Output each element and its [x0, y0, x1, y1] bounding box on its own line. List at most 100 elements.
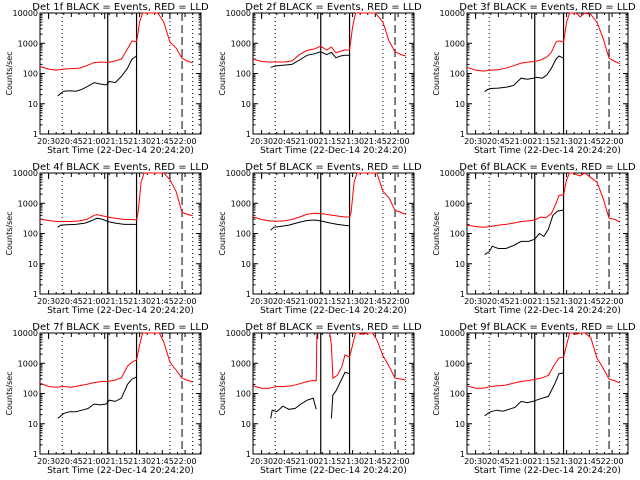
x-tick-label: 21:30 [128, 137, 151, 146]
y-tick-label: 100 [236, 230, 251, 239]
plot-frame [252, 172, 415, 295]
x-tick-label: 22:00 [387, 137, 410, 146]
y-tick-label: 1 [246, 290, 251, 299]
interval-bracket [349, 12, 354, 19]
plot-frame [466, 332, 629, 455]
interval-bracket [563, 172, 568, 179]
plot-title: Det 6f BLACK = Events, RED = LLD [459, 162, 636, 173]
y-tick-label: 1 [246, 450, 251, 459]
interval-bracket [261, 332, 264, 339]
x-tick-label: 20:45 [60, 137, 83, 146]
series-lld [40, 172, 193, 222]
y-tick-label: 10000 [440, 329, 465, 338]
x-axis-label: Start Time (22-Dec-14 20:24:20) [47, 466, 194, 476]
y-axis-label: Counts/sec [218, 371, 227, 415]
plot-title: Det 4f BLACK = Events, RED = LLD [32, 162, 209, 173]
x-tick-label: 21:15 [318, 297, 341, 306]
interval-bracket [563, 332, 568, 339]
y-tick-label: 1 [246, 130, 251, 139]
plot-panel-4: Det 4f BLACK = Events, RED = LLD 1 10 100 10… [5, 162, 209, 316]
interval-bracket [136, 12, 141, 19]
plot-frame [39, 332, 202, 455]
x-tick-label: 21:00 [510, 297, 533, 306]
y-tick-label: 1000 [231, 199, 251, 208]
interval-bracket [382, 172, 387, 179]
y-tick-label: 100 [450, 390, 465, 399]
x-tick-label: 20:30 [464, 297, 487, 306]
y-tick-label: 10 [28, 260, 38, 269]
plot-frame [252, 12, 415, 135]
plot-frame [39, 172, 202, 295]
x-tick-label: 20:30 [250, 297, 273, 306]
x-tick-label: 20:45 [60, 297, 83, 306]
x-tick-label: 21:30 [128, 297, 151, 306]
y-tick-label: 10000 [226, 169, 251, 178]
x-tick-label: 21:00 [83, 457, 106, 466]
x-tick-label: 21:45 [364, 137, 387, 146]
x-tick-label: 22:00 [601, 457, 624, 466]
x-axis-label: Start Time (22-Dec-14 20:24:20) [474, 306, 621, 316]
x-tick-label: 20:45 [273, 297, 296, 306]
interval-bracket [475, 332, 478, 339]
series-lld [466, 332, 620, 389]
y-tick-label: 1000 [445, 359, 465, 368]
y-tick-label: 1 [460, 290, 465, 299]
y-tick-label: 10 [241, 100, 251, 109]
x-axis-label: Start Time (22-Dec-14 20:24:20) [260, 306, 407, 316]
y-tick-label: 100 [23, 390, 38, 399]
y-tick-label: 100 [236, 390, 251, 399]
x-tick-label: 20:45 [487, 457, 510, 466]
plot-panel-5: Det 5f BLACK = Events, RED = LLD 1 10 100 10… [218, 162, 422, 316]
plot-title: Det 8f BLACK = Events, RED = LLD [245, 322, 422, 333]
interval-bracket [48, 172, 51, 179]
y-tick-label: 1000 [231, 39, 251, 48]
x-tick-label: 21:00 [296, 457, 319, 466]
series-events-after-gap [330, 371, 350, 419]
x-tick-label: 21:30 [341, 457, 364, 466]
plot-frame [466, 172, 629, 295]
plot-panel-7: Det 7f BLACK = Events, RED = LLD 1 10 100 10… [5, 322, 209, 476]
x-axis-label: Start Time (22-Dec-14 20:24:20) [260, 146, 407, 156]
plot-title: Det 5f BLACK = Events, RED = LLD [245, 162, 422, 173]
x-tick-label: 21:45 [578, 297, 601, 306]
x-tick-label: 21:00 [296, 137, 319, 146]
x-tick-label: 20:45 [273, 137, 296, 146]
x-tick-label: 21:15 [318, 137, 341, 146]
plot-title: Det 1f BLACK = Events, RED = LLD [32, 2, 209, 13]
x-axis-label: Start Time (22-Dec-14 20:24:20) [47, 146, 194, 156]
x-axis-label: Start Time (22-Dec-14 20:24:20) [474, 466, 621, 476]
y-axis-label: Counts/sec [432, 51, 441, 95]
x-tick-label: 21:15 [105, 457, 128, 466]
interval-bracket [317, 172, 322, 179]
y-tick-label: 1 [33, 130, 38, 139]
x-tick-label: 21:15 [318, 457, 341, 466]
x-tick-label: 21:30 [128, 457, 151, 466]
y-tick-label: 100 [23, 230, 38, 239]
series-lld [252, 12, 406, 63]
y-tick-label: 10 [28, 100, 38, 109]
x-tick-label: 20:30 [250, 137, 273, 146]
y-axis-label: Counts/sec [432, 211, 441, 255]
series-lld [39, 12, 193, 71]
x-tick-label: 21:45 [151, 137, 174, 146]
x-tick-label: 20:30 [464, 137, 487, 146]
plot-frame [39, 12, 202, 135]
plot-panel-9: Det 9f BLACK = Events, RED = LLD 1 10 100 10… [432, 322, 636, 476]
y-tick-label: 10000 [13, 329, 38, 338]
x-tick-label: 21:30 [555, 137, 578, 146]
series-events [57, 217, 137, 228]
y-tick-label: 10000 [226, 9, 251, 18]
plot-title: Det 3f BLACK = Events, RED = LLD [459, 2, 636, 13]
y-tick-label: 10 [28, 420, 38, 429]
y-tick-label: 100 [236, 70, 251, 79]
x-tick-label: 21:00 [510, 457, 533, 466]
interval-bracket [382, 12, 387, 19]
plot-panel-8: Det 8f BLACK = Events, RED = LLD 1 10 100 10… [218, 322, 422, 476]
x-tick-label: 21:30 [555, 297, 578, 306]
plot-title: Det 2f BLACK = Events, RED = LLD [245, 2, 422, 13]
x-tick-label: 21:30 [555, 457, 578, 466]
y-tick-label: 1 [460, 130, 465, 139]
series-events [484, 209, 564, 256]
x-axis-label: Start Time (22-Dec-14 20:24:20) [474, 146, 621, 156]
x-tick-label: 21:15 [105, 297, 128, 306]
